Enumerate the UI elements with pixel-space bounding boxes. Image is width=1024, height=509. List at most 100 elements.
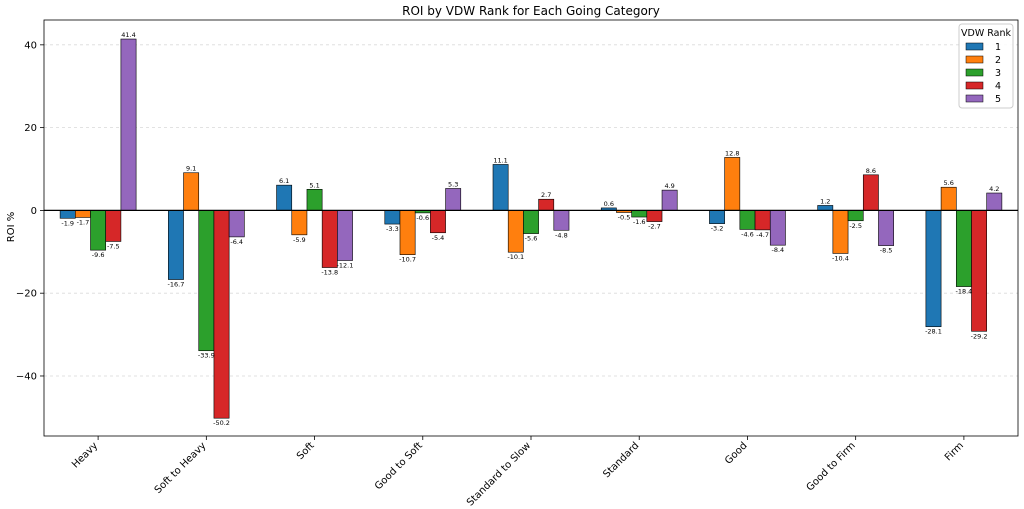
bar-value-label: -5.4 [432,234,445,242]
bar-value-label: -5.9 [293,236,306,244]
bar-value-label: -28.1 [925,328,942,336]
bar-rank-3 [523,210,539,234]
bar-rank-2 [399,210,416,255]
bar-value-label: 1.2 [820,197,830,205]
bar-rank-4 [321,210,338,268]
bar-value-label: -6.4 [230,238,243,246]
bar-rank-1 [817,205,834,211]
bar-value-label: -8.5 [880,247,893,255]
bar-value-label: 5.1 [309,181,319,189]
bar-rank-1 [709,210,725,224]
x-tick-label: Soft [295,440,317,462]
x-tick-label: Heavy [70,440,100,470]
bar-value-label: -10.4 [832,254,849,262]
bar-rank-4 [538,198,555,211]
bar-value-label: -9.6 [92,251,105,259]
bar-value-label: -4.6 [741,230,754,238]
bar-value-label: -2.7 [648,223,661,231]
legend-swatch-rank-1 [965,42,984,51]
data-labels: -1.9 -1.7 -9.6-7.5 41.4 -16.7 9.1 -33.9 -50.2 -6… [61,31,999,427]
bar-rank-3 [306,188,323,211]
legend: VDW Rank 1 2 3 4 5 [958,23,1014,109]
bar-rank-5 [228,210,245,238]
bar-value-label: 8.6 [866,167,876,175]
bar-value-label: -29.2 [971,332,988,340]
bar-value-label: 0.6 [604,200,614,208]
bar-value-label: -18.4 [955,288,972,296]
bar-rank-5 [120,38,137,211]
bar-value-label: -4.7 [756,231,769,239]
y-tick-label: −40 [16,371,37,382]
x-tick-label: Standard to Slow [465,440,533,508]
axes: −40 −20 0 20 40 Heavy Soft to Heavy Soft Good to… [16,19,1019,508]
bar-rank-2 [507,210,524,253]
y-tick-label: 40 [24,40,37,51]
bar-value-label: -1.9 [61,219,74,227]
bar-value-label: 4.9 [664,182,674,190]
bar-value-label: -1.7 [77,218,90,226]
y-tick-label: −20 [16,289,37,300]
bar-value-label: -10.7 [399,256,416,264]
bar-value-label: -0.6 [416,214,429,222]
bar-value-label: -5.6 [525,235,538,243]
bar-value-label: -3.2 [711,225,724,233]
bar-value-label: 4.2 [989,185,999,193]
x-tick-label: Firm [943,440,966,463]
bar-rank-4 [646,210,663,222]
legend-swatch-rank-3 [965,68,984,77]
bar-rank-5 [986,192,1003,211]
bar-value-label: 12.8 [725,149,739,157]
bar-value-label: 41.4 [121,31,135,39]
chart-title: ROI by VDW Rank for Each Going Category [402,4,660,18]
legend-swatch-rank-5 [965,94,984,103]
x-tick-label: Standard [601,440,641,480]
bar-rank-1 [276,184,293,211]
bar-value-label: -12.1 [337,261,354,269]
y-tick-label: 0 [31,206,37,217]
bar-rank-1 [925,210,942,328]
bar-rank-4 [430,210,446,234]
bar-rank-2 [724,157,741,211]
bar-value-label: -3.3 [386,225,399,233]
bar-value-label: 5.6 [944,179,954,187]
bar-value-label: -2.5 [849,222,862,230]
y-axis-label: ROI % [6,212,17,242]
bar-rank-4 [213,210,230,419]
bar-rank-1 [59,210,76,219]
bar-rank-4 [971,210,987,332]
x-tick-label: Good [723,440,749,466]
bar-rank-2 [832,210,849,254]
bar-value-label: -0.5 [618,213,631,221]
bar-rank-2 [75,210,91,218]
bar-rank-3 [955,210,972,287]
bar-rank-2 [183,172,200,211]
bar-value-label: 2.7 [541,191,551,199]
bar-rank-3 [90,210,107,251]
x-tick-label: Good to Soft [373,440,425,492]
legend-swatch-rank-2 [965,55,984,64]
x-tick-label: Soft to Heavy [153,440,209,496]
legend-label-rank-3: 3 [995,68,1001,79]
bar-value-label: -10.1 [507,253,524,261]
bar-rank-4 [862,174,879,211]
bar-rank-1 [384,210,401,225]
bar-value-label: -13.8 [321,269,338,277]
bar-value-label: -1.6 [633,218,646,226]
bar-rank-4 [754,210,771,231]
legend-swatch-rank-4 [965,81,984,90]
x-tick-label: Good to Firm [805,440,858,493]
bar-rank-1 [492,164,509,211]
bar-value-label: -7.5 [107,242,120,250]
bar-value-label: 6.1 [279,177,289,185]
bar-value-label: -50.2 [213,419,230,427]
bar-rank-5 [445,188,462,211]
y-tick-label: 20 [24,123,37,134]
legend-label-rank-1: 1 [995,42,1001,53]
legend-label-rank-2: 2 [995,55,1001,66]
bar-rank-5 [337,210,353,261]
bar-rank-2 [940,186,957,211]
bar-value-label: -8.4 [772,246,785,254]
legend-label-rank-4: 4 [995,81,1001,92]
